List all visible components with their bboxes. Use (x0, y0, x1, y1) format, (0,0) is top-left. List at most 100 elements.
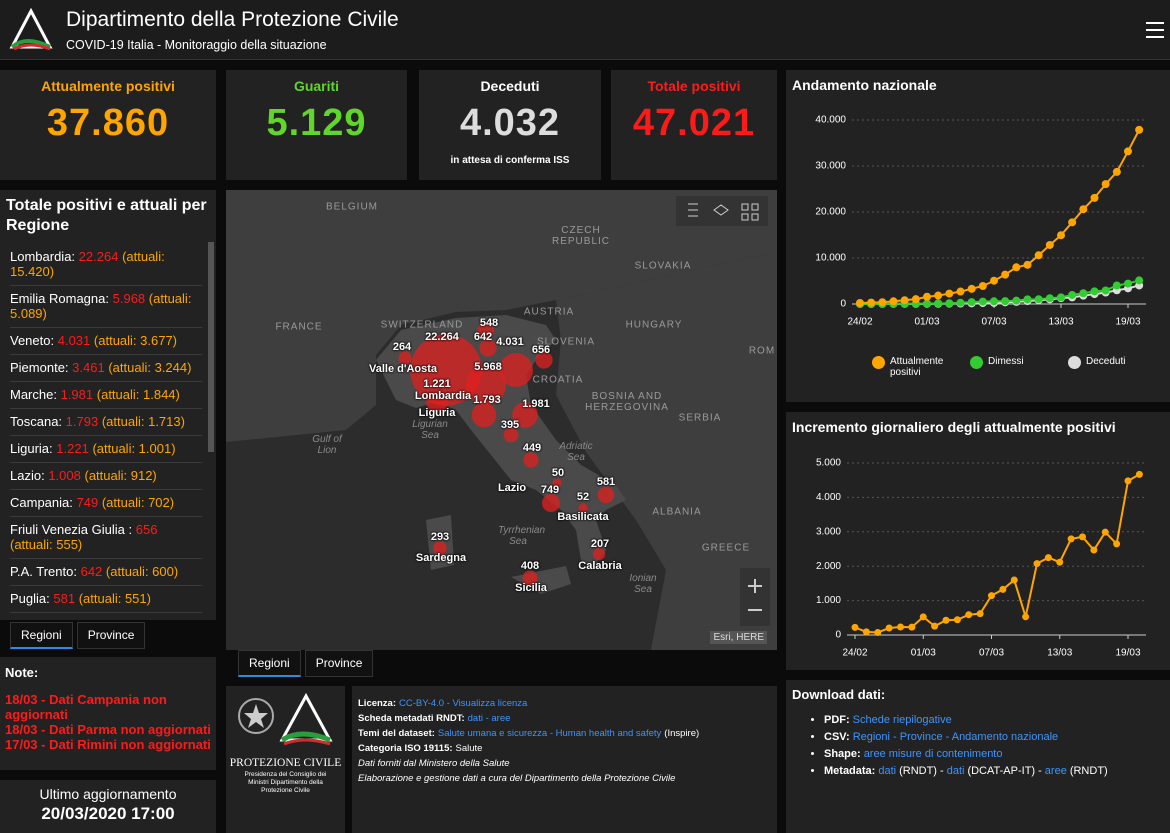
region-current: (attuali: 1.713) (101, 414, 185, 429)
map[interactable]: BELGIUM CZECH REPUBLIC SLOVAKIA AUSTRIA HUNG… (226, 190, 777, 650)
menu-button[interactable] (1145, 21, 1165, 39)
y-tick-label: 4.000 (816, 492, 841, 503)
region-bubble[interactable] (503, 427, 519, 443)
link[interactable]: dati (946, 765, 965, 777)
region-bubble[interactable] (578, 503, 588, 513)
region-total: 3.461 (72, 360, 105, 375)
data-point (967, 298, 976, 307)
kpi-card: Guariti 5.129 (226, 70, 407, 180)
series-line (859, 129, 1141, 304)
legend-entry: Deceduti (1068, 356, 1152, 378)
map-tabs: Regioni Province (238, 650, 374, 677)
bubble-label: 408 (520, 560, 540, 572)
region-item: Puglia: 581 (attuali: 551) (10, 586, 202, 613)
data-point (1079, 205, 1088, 214)
region-bubble[interactable] (499, 353, 533, 387)
text: (DCAT-AP-IT) - (967, 765, 1042, 777)
region-bubble[interactable] (523, 452, 539, 468)
bubble-label: 4.031 (496, 336, 524, 348)
region-bubble[interactable] (512, 402, 538, 428)
x-tick-label: 13/03 (1047, 648, 1072, 659)
link[interactable]: CC-BY-4.0 - Visualizza licenza (399, 698, 528, 709)
data-point (1068, 218, 1077, 227)
regions-panel: Totale positivi e attuali per Regione Lo… (0, 190, 216, 620)
tab[interactable]: Regioni (238, 650, 301, 677)
download-item: Metadata:dati(RNDT) -dati(DCAT-AP-IT) -a… (824, 763, 1170, 780)
region-bubble[interactable] (592, 547, 606, 561)
region-bubble[interactable] (433, 541, 447, 555)
data-point (900, 296, 909, 305)
region-bubble[interactable] (479, 339, 497, 357)
region-bubble[interactable] (597, 486, 615, 504)
tab[interactable]: Province (76, 622, 146, 649)
text: Licenza: (358, 698, 397, 709)
bubble-label: 581 (596, 476, 616, 488)
region-name: Marche: (10, 387, 57, 402)
kpi-value: 47.021 (632, 102, 756, 144)
bubble-label: 548 (479, 317, 499, 329)
data-point (911, 295, 920, 304)
text: Shape: (824, 748, 861, 760)
region-label: Sardegna (415, 552, 467, 564)
data-point (934, 291, 943, 300)
region-total: 1.221 (56, 441, 89, 456)
data-point (953, 616, 961, 624)
legend: Attualmente positivi Dimessi Deceduti (872, 356, 1152, 378)
data-point (889, 297, 898, 306)
data-point (967, 284, 976, 293)
link[interactable]: aree misure di contenimento (863, 748, 1003, 760)
y-tick-label: 0 (840, 299, 846, 310)
link[interactable]: dati (878, 765, 897, 777)
region-bubble[interactable] (410, 334, 482, 406)
region-bubble[interactable] (471, 402, 497, 428)
region-item: Friuli Venezia Giulia : 656 (attuali: 55… (10, 517, 202, 559)
y-tick-label: 1.000 (816, 595, 841, 606)
data-point (874, 628, 882, 636)
license-row: Scheda metadati RNDT: dati - aree (358, 711, 771, 726)
license-row: Licenza: CC-BY-4.0 - Visualizza licenza (358, 696, 771, 711)
region-bubble[interactable] (398, 351, 412, 365)
legend-swatch (970, 356, 983, 369)
data-point (999, 585, 1007, 593)
link[interactable]: Schede riepilogative (852, 714, 952, 726)
data-point (1124, 147, 1132, 156)
y-tick-label: 30.000 (815, 161, 846, 172)
region-name: Lombardia: (10, 249, 76, 264)
x-tick-label: 19/03 (1115, 648, 1140, 659)
region-bubble[interactable] (466, 365, 506, 405)
link[interactable]: Regioni - Province - Andamento nazionale (852, 731, 1059, 743)
region-bubble[interactable] (522, 570, 538, 586)
region-bubble[interactable] (426, 391, 448, 413)
link[interactable]: dati - aree (467, 713, 511, 724)
region-bubble[interactable] (541, 493, 561, 513)
sea-label: Ligurian Sea (412, 419, 448, 441)
zoom-controls[interactable] (740, 568, 770, 626)
logo-emblems (238, 692, 333, 746)
x-tick-label: 24/02 (847, 317, 872, 328)
data-point (1101, 286, 1110, 295)
region-total: 749 (76, 495, 99, 510)
chart-panel: Andamento nazionale 0 10.000 20.000 30.000 4… (786, 70, 1170, 402)
tab[interactable]: Regioni (10, 622, 73, 649)
data-point (1090, 287, 1099, 296)
kpi-label: Guariti (293, 78, 340, 94)
link[interactable]: Salute umana e sicurezza - Human health … (437, 728, 662, 739)
data-point (923, 299, 931, 308)
region-bubble[interactable] (552, 478, 562, 488)
region-label: Lazio (497, 482, 527, 494)
country-label: GREECE (701, 542, 751, 554)
tab[interactable]: Province (304, 650, 374, 677)
region-name: Friuli Venezia Giulia : (10, 522, 133, 537)
scrollbar[interactable] (208, 242, 214, 452)
regions-title: Totale positivi e attuali per Regione (6, 197, 207, 234)
logo-icon (9, 7, 53, 51)
region-label: Valle d'Aosta (368, 363, 438, 375)
region-bubble[interactable] (477, 321, 495, 339)
license-row: Dati forniti dal Ministero della Salute (358, 756, 771, 771)
region-bubble[interactable] (535, 351, 553, 369)
text: (RNDT) (1069, 765, 1108, 777)
note-item: 18/03 - Dati Campania non aggiornati (5, 692, 167, 722)
region-item: Liguria: 1.221 (attuali: 1.001) (10, 436, 202, 463)
link[interactable]: aree (1044, 765, 1067, 777)
y-tick-label: 10.000 (815, 253, 846, 264)
